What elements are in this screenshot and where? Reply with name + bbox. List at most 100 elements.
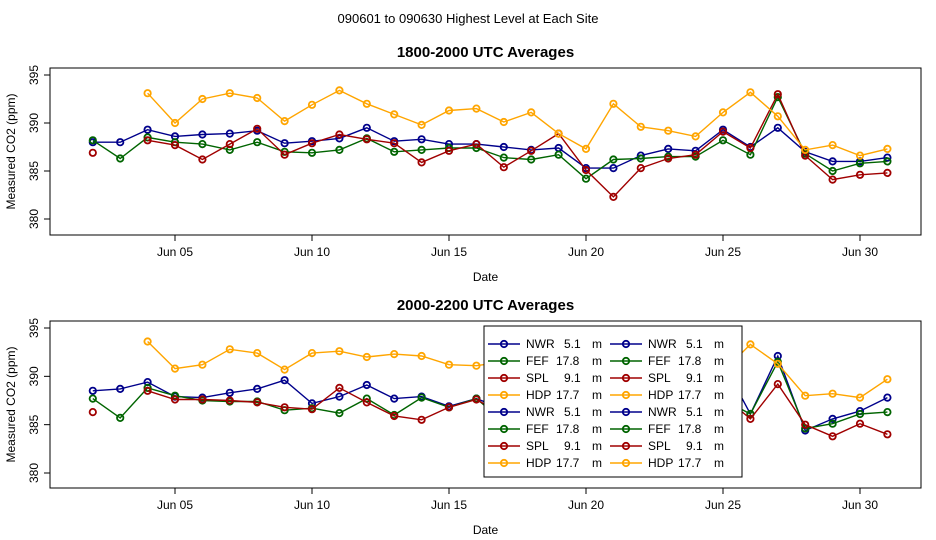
x-tick-label: Jun 05 bbox=[157, 498, 193, 512]
data-point-spl bbox=[746, 143, 755, 153]
data-point-hdp bbox=[883, 375, 892, 384]
data-point-spl bbox=[88, 148, 97, 157]
data-point-spl bbox=[664, 154, 673, 163]
data-point-nwr bbox=[225, 129, 234, 138]
data-point-nwr bbox=[390, 394, 399, 403]
data-point-spl bbox=[170, 141, 180, 150]
data-point-fef bbox=[855, 159, 865, 168]
data-point-nwr bbox=[88, 386, 97, 395]
legend-height: 5.1 bbox=[564, 405, 581, 419]
legend-marker-hdp bbox=[499, 390, 509, 400]
legend-height: 5.1 bbox=[686, 405, 703, 419]
legend-marker-spl bbox=[621, 441, 631, 451]
data-point-spl bbox=[253, 124, 262, 133]
data-point-hdp bbox=[253, 348, 262, 358]
y-axis-label: Measured CO2 (ppm) bbox=[4, 93, 18, 209]
data-point-nwr bbox=[253, 384, 262, 393]
data-point-nwr bbox=[773, 123, 782, 132]
data-point-hdp bbox=[636, 122, 645, 131]
data-point-hdp bbox=[773, 359, 782, 368]
legend-height: 17.8 bbox=[678, 422, 702, 436]
data-point-hdp bbox=[417, 351, 426, 361]
data-point-spl bbox=[718, 127, 728, 136]
legend-unit: m bbox=[714, 439, 724, 453]
data-point-hdp bbox=[362, 352, 371, 362]
data-point-spl bbox=[307, 405, 317, 414]
y-tick-label: 395 bbox=[27, 65, 41, 85]
data-point-spl bbox=[417, 158, 426, 167]
data-point-nwr bbox=[883, 393, 892, 402]
series-line-spl bbox=[147, 92, 888, 198]
data-point-spl bbox=[773, 90, 782, 99]
legend-name: SPL bbox=[648, 439, 671, 453]
data-point-hdp bbox=[499, 117, 508, 127]
data-point-hdp bbox=[828, 389, 837, 398]
data-point-spl bbox=[855, 170, 865, 179]
data-point-fef bbox=[253, 138, 262, 147]
data-point-fef bbox=[88, 394, 97, 403]
data-point-fef bbox=[198, 140, 207, 149]
series-line-fef bbox=[92, 95, 888, 180]
data-point-nwr bbox=[417, 135, 426, 144]
data-point-hdp bbox=[828, 141, 837, 150]
data-point-hdp bbox=[773, 112, 782, 121]
legend-unit: m bbox=[592, 371, 602, 385]
x-tick-label: Jun 20 bbox=[568, 498, 604, 512]
data-point-nwr bbox=[828, 157, 837, 166]
legend-name: NWR bbox=[648, 337, 677, 351]
legend-height: 9.1 bbox=[686, 439, 703, 453]
data-point-spl bbox=[746, 414, 755, 423]
data-point-hdp bbox=[225, 345, 234, 354]
legend-marker-fef bbox=[621, 424, 631, 434]
legend-unit: m bbox=[592, 405, 602, 419]
data-point-spl bbox=[335, 383, 344, 392]
series-line-hdp bbox=[147, 89, 888, 157]
data-point-hdp bbox=[335, 347, 344, 356]
data-point-spl bbox=[444, 403, 454, 412]
data-point-hdp bbox=[691, 132, 700, 141]
legend-unit: m bbox=[592, 337, 602, 351]
data-point-spl bbox=[198, 395, 207, 404]
data-point-fef bbox=[88, 136, 97, 145]
data-point-nwr bbox=[335, 392, 344, 401]
legend-marker-fef bbox=[621, 356, 631, 366]
data-point-spl bbox=[472, 395, 481, 404]
data-point-fef bbox=[527, 155, 536, 164]
data-point-spl bbox=[883, 430, 892, 439]
data-point-hdp bbox=[170, 364, 180, 373]
data-point-hdp bbox=[801, 145, 810, 154]
data-point-nwr bbox=[116, 138, 125, 147]
data-point-spl bbox=[390, 411, 399, 421]
panel-2000-2200: 2000-2200 UTC Averages Jun 05 Jun 10 Jun 15… bbox=[4, 297, 922, 537]
y-tick-label: 380 bbox=[27, 209, 41, 229]
legend-name: NWR bbox=[526, 405, 555, 419]
legend-height: 9.1 bbox=[686, 371, 703, 385]
data-point-nwr bbox=[116, 384, 125, 393]
data-point-spl bbox=[444, 146, 454, 155]
data-point-spl bbox=[828, 175, 837, 184]
data-point-fef bbox=[609, 155, 618, 164]
data-point-hdp bbox=[280, 365, 289, 374]
legend-marker-spl bbox=[499, 441, 509, 451]
data-point-spl bbox=[225, 140, 234, 149]
x-axis-label: Date bbox=[473, 523, 499, 537]
data-point-nwr bbox=[280, 376, 289, 385]
legend-height: 5.1 bbox=[686, 337, 703, 351]
legend-marker-nwr bbox=[621, 407, 631, 417]
data-point-hdp bbox=[444, 106, 454, 115]
data-point-spl bbox=[417, 415, 426, 424]
data-point-fef bbox=[417, 145, 426, 154]
data-point-spl bbox=[609, 192, 618, 201]
data-point-spl bbox=[472, 140, 481, 149]
legend-marker-spl bbox=[621, 373, 631, 383]
data-point-fef bbox=[417, 393, 426, 402]
y-tick-label: 385 bbox=[27, 161, 41, 181]
data-point-spl bbox=[390, 139, 399, 148]
data-point-spl bbox=[307, 139, 317, 148]
legend-height: 5.1 bbox=[564, 337, 581, 351]
data-point-hdp bbox=[472, 104, 481, 113]
legend-name: FEF bbox=[526, 354, 549, 368]
legend-name: FEF bbox=[648, 422, 671, 436]
legend-name: NWR bbox=[648, 405, 677, 419]
data-point-spl bbox=[362, 135, 371, 144]
